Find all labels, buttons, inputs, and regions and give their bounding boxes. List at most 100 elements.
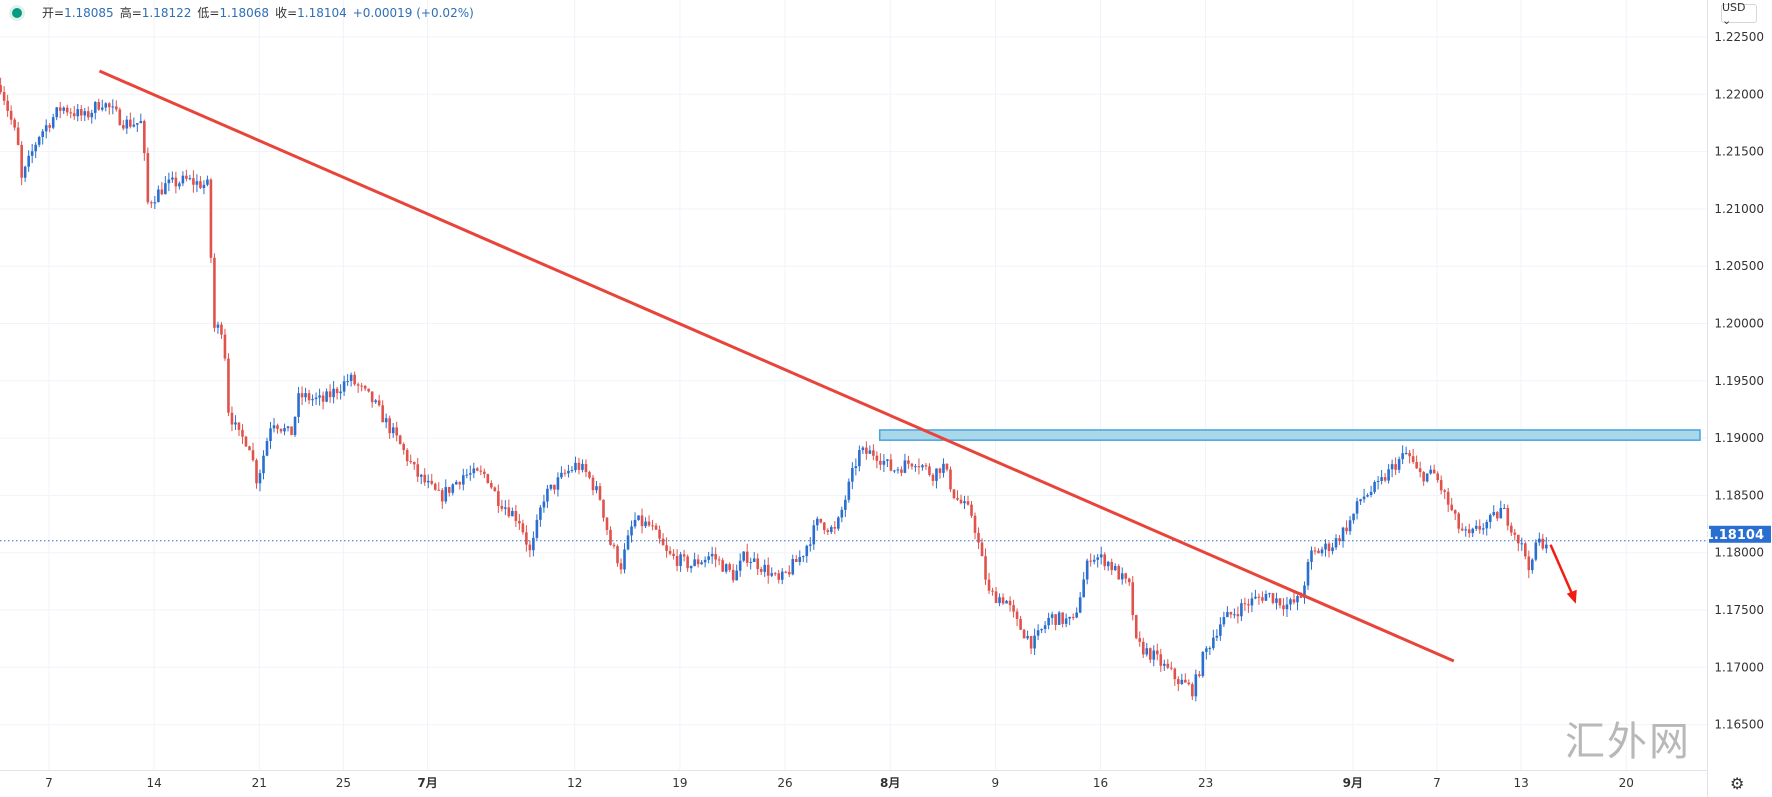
candle-body: [854, 466, 858, 469]
candle-body: [1432, 469, 1436, 474]
candle-body: [1296, 596, 1299, 603]
candle-body: [325, 391, 328, 402]
arrow-shaft[interactable]: [1549, 544, 1575, 599]
candle-body: [167, 179, 171, 184]
drawings[interactable]: [0, 69, 1707, 663]
candle-body: [921, 465, 924, 468]
candle-body: [23, 166, 27, 178]
candle-body: [192, 178, 195, 185]
candle-body: [1450, 504, 1454, 511]
candle-body: [581, 463, 584, 470]
candle-body: [791, 559, 795, 575]
candle-body: [220, 324, 223, 335]
candle-body: [1373, 481, 1376, 492]
candle-body: [647, 521, 651, 526]
candle-body: [465, 474, 469, 476]
candle-body: [48, 125, 52, 128]
time-tick-label: 16: [1093, 776, 1108, 790]
candle-body: [931, 474, 935, 481]
candle-body: [1191, 684, 1194, 697]
price-axis[interactable]: [1707, 0, 1772, 797]
candle-body: [987, 579, 991, 591]
candle-body: [511, 511, 514, 517]
candle-body: [402, 444, 406, 450]
last-price-badge: [1709, 525, 1771, 543]
candle-body: [283, 428, 286, 432]
candle-body: [738, 560, 742, 571]
resistance-zone[interactable]: [878, 429, 1701, 441]
candle-body: [1506, 508, 1510, 526]
candle-body: [476, 468, 479, 471]
candle-body: [1436, 473, 1439, 481]
candle-body: [269, 428, 272, 442]
candle-body: [206, 179, 209, 185]
downtrend-line[interactable]: [98, 69, 1455, 663]
candle-body: [893, 470, 896, 472]
candle-body: [626, 535, 630, 550]
candle-body: [1446, 491, 1450, 505]
candle-body: [405, 449, 409, 462]
candle-body: [1380, 477, 1383, 481]
candle-body: [658, 529, 661, 539]
candle-body: [356, 384, 360, 386]
candle-body: [1236, 614, 1240, 617]
candle-body: [209, 179, 213, 258]
price-tick-label: 1.21500: [1714, 145, 1764, 159]
currency-dropdown[interactable]: USD ⌄: [1721, 1, 1757, 27]
candle-body: [721, 560, 724, 572]
candle-body: [882, 460, 886, 465]
candle-body: [304, 393, 307, 398]
candle-body: [314, 397, 318, 400]
candle-body: [602, 499, 605, 518]
candle-body: [914, 466, 917, 468]
candle-body: [79, 109, 83, 116]
candle-body: [998, 597, 1001, 604]
candle-body: [1513, 532, 1517, 535]
candle-body: [710, 553, 714, 557]
candle-body: [735, 570, 738, 581]
candle-body: [637, 515, 640, 520]
candle-body: [588, 472, 591, 478]
candle-body: [58, 107, 62, 111]
gear-icon[interactable]: ⚙: [1730, 774, 1745, 793]
candle-body: [426, 480, 430, 483]
candle-body: [461, 475, 465, 485]
candle-body: [1159, 654, 1163, 666]
candle-body: [1348, 520, 1352, 532]
low-label: 低=: [197, 6, 220, 20]
candle-body: [1327, 543, 1331, 552]
candle-body: [1219, 624, 1222, 636]
candle-body: [41, 131, 44, 137]
candle-body: [100, 107, 104, 110]
candle-body: [830, 527, 833, 533]
candle-body: [230, 412, 234, 425]
candle-body: [784, 571, 788, 573]
candle-body: [493, 487, 497, 492]
time-tick-label: 8月: [880, 776, 900, 790]
candle-body: [1545, 544, 1548, 549]
candle-body: [886, 459, 889, 461]
candle-body: [27, 155, 30, 167]
candle-body: [1085, 560, 1089, 580]
candle-body: [808, 544, 812, 546]
candle-body: [1155, 650, 1159, 655]
candle-body: [1345, 527, 1348, 532]
candle-body: [1015, 611, 1019, 619]
candle-body: [1120, 573, 1124, 580]
candle-body: [1040, 628, 1043, 631]
candle-body: [858, 450, 861, 467]
candle-body: [34, 144, 37, 152]
candle-body: [977, 532, 980, 543]
candle-body: [1019, 618, 1022, 630]
candle-body: [1054, 614, 1057, 625]
candle-body: [437, 489, 441, 491]
candle-body: [1313, 550, 1317, 552]
candle-body: [1082, 579, 1085, 598]
candle-body: [1138, 638, 1142, 642]
candle-body: [1173, 668, 1177, 680]
candle-body: [872, 450, 875, 456]
candle-body: [430, 480, 434, 484]
candle-body: [875, 455, 879, 461]
